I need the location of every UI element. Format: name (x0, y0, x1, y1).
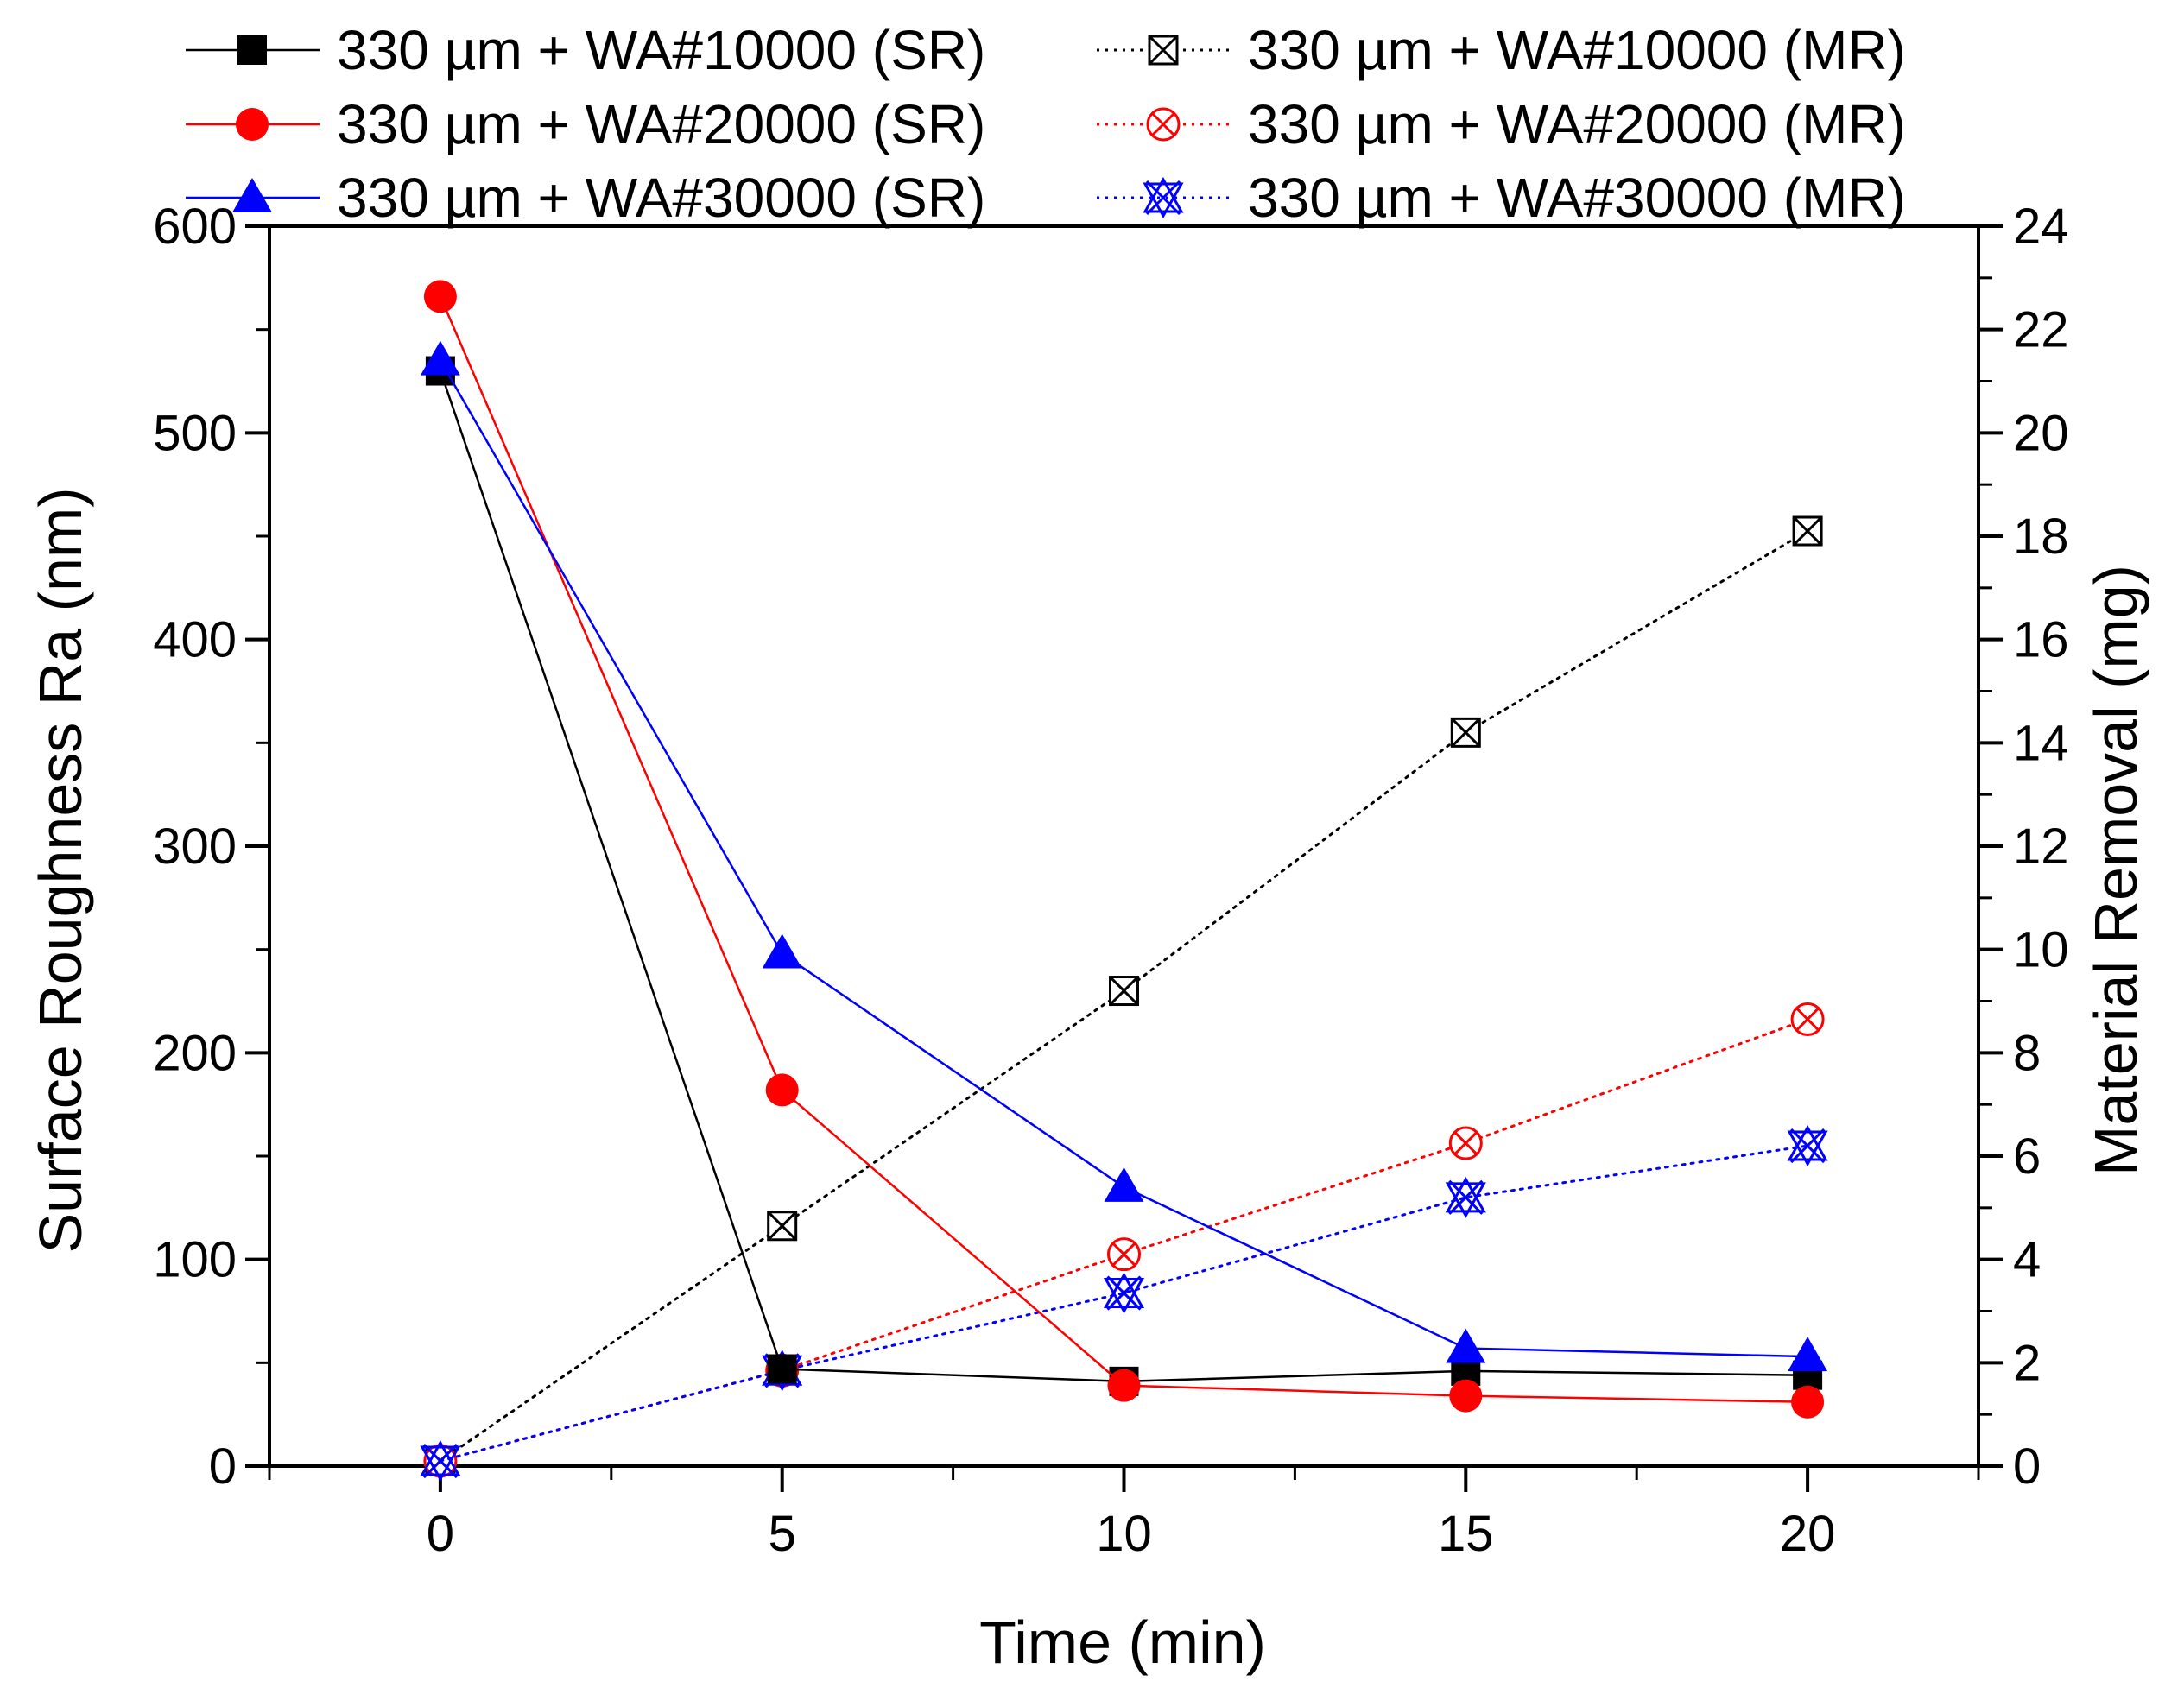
data-point (1450, 717, 1481, 748)
y2-tick-label: 12 (2013, 819, 2069, 875)
data-point (767, 1211, 798, 1242)
series-line (439, 359, 1809, 1358)
legend-label: 330 µm + WA#20000 (SR) (337, 93, 985, 155)
data-point (1104, 1166, 1144, 1202)
data-point (420, 340, 460, 376)
y2-tick-label: 0 (2013, 1438, 2041, 1495)
series-4 (425, 515, 1823, 1476)
y2-tick-label: 14 (2013, 715, 2069, 771)
x-tick-label: 5 (769, 1506, 796, 1562)
y2-tick-label: 16 (2013, 612, 2069, 668)
y-tick-label: 600 (153, 199, 237, 255)
legend-item: 330 µm + WA#30000 (SR) (186, 167, 985, 229)
y2-tick-label: 24 (2013, 199, 2069, 255)
series-2 (423, 280, 1825, 1419)
x-tick-label: 20 (1780, 1506, 1836, 1562)
legend-item: 330 µm + WA#30000 (MR) (1097, 167, 1906, 229)
legend-label: 330 µm + WA#30000 (SR) (337, 167, 985, 229)
y2-tick-label: 22 (2013, 302, 2069, 358)
x-tick-label: 15 (1438, 1506, 1494, 1562)
y-tick-label: 400 (153, 612, 237, 668)
legend-item: 330 µm + WA#20000 (MR) (1097, 93, 1906, 155)
legend-marker (232, 178, 272, 212)
y-axis-title: Surface Roughness Ra (nm) (27, 487, 94, 1253)
data-point (1791, 1385, 1825, 1419)
data-point (767, 1354, 797, 1384)
legend-marker (1146, 107, 1181, 142)
data-point (1448, 1126, 1483, 1160)
y-axis-ticks: 0 100 200 300 400 500 600 (153, 199, 269, 1495)
legend-label: 330 µm + WA#30000 (MR) (1248, 167, 1906, 229)
legend-marker (1143, 176, 1184, 219)
data-point (1107, 1237, 1141, 1272)
data-point (423, 280, 457, 313)
x-tick-label: 0 (427, 1506, 454, 1562)
series-line (439, 295, 1809, 1404)
legend-label: 330 µm + WA#10000 (MR) (1248, 19, 1906, 81)
x-axis-title: Time (min) (979, 1609, 1266, 1676)
series-line (439, 1144, 1809, 1463)
y-tick-label: 500 (153, 405, 237, 461)
legend-label: 330 µm + WA#20000 (MR) (1248, 93, 1906, 155)
series-6 (420, 1124, 1828, 1483)
y-tick-label: 100 (153, 1232, 237, 1288)
data-point (1792, 515, 1823, 547)
data-point (1449, 1379, 1483, 1413)
y-tick-label: 200 (153, 1025, 237, 1081)
series-line (439, 370, 1809, 1383)
data-point (1103, 1272, 1145, 1314)
y2-tick-label: 10 (2013, 922, 2069, 978)
y-tick-label: 300 (153, 819, 237, 875)
legend: 330 µm + WA#10000 (SR) 330 µm + WA#20000 … (186, 19, 1906, 229)
legend-item: 330 µm + WA#10000 (MR) (1097, 19, 1906, 81)
y2-tick-label: 8 (2013, 1025, 2041, 1081)
x-axis-ticks: 0 5 10 15 20 (268, 1466, 1980, 1562)
data-point (1107, 1369, 1141, 1402)
data-point (1109, 976, 1139, 1007)
y2-axis-title: Material Removal (mg) (2082, 565, 2149, 1176)
data-point (1445, 1176, 1486, 1218)
data-point (420, 1439, 461, 1483)
legend-marker (236, 108, 269, 141)
series-3 (420, 340, 1828, 1372)
data-point (1788, 1337, 1828, 1372)
legend-item: 330 µm + WA#20000 (SR) (186, 93, 985, 155)
data-point (765, 1073, 799, 1107)
legend-marker (1148, 35, 1179, 66)
series-layer (420, 280, 1828, 1483)
data-point (1446, 1328, 1486, 1363)
y2-tick-label: 20 (2013, 405, 2069, 461)
legend-marker (237, 35, 267, 65)
y2-tick-label: 2 (2013, 1335, 2041, 1391)
legend-label: 330 µm + WA#10000 (SR) (337, 19, 985, 81)
series-5 (423, 1002, 1825, 1478)
y2-tick-label: 18 (2013, 509, 2069, 565)
y2-tick-label: 4 (2013, 1232, 2041, 1288)
y-tick-label: 0 (209, 1438, 237, 1495)
x-tick-label: 10 (1096, 1506, 1152, 1562)
y2-tick-label: 6 (2013, 1128, 2041, 1185)
data-point (1790, 1002, 1825, 1036)
data-point (762, 933, 802, 969)
data-point (1787, 1124, 1828, 1167)
legend-item: 330 µm + WA#10000 (SR) (186, 19, 985, 81)
